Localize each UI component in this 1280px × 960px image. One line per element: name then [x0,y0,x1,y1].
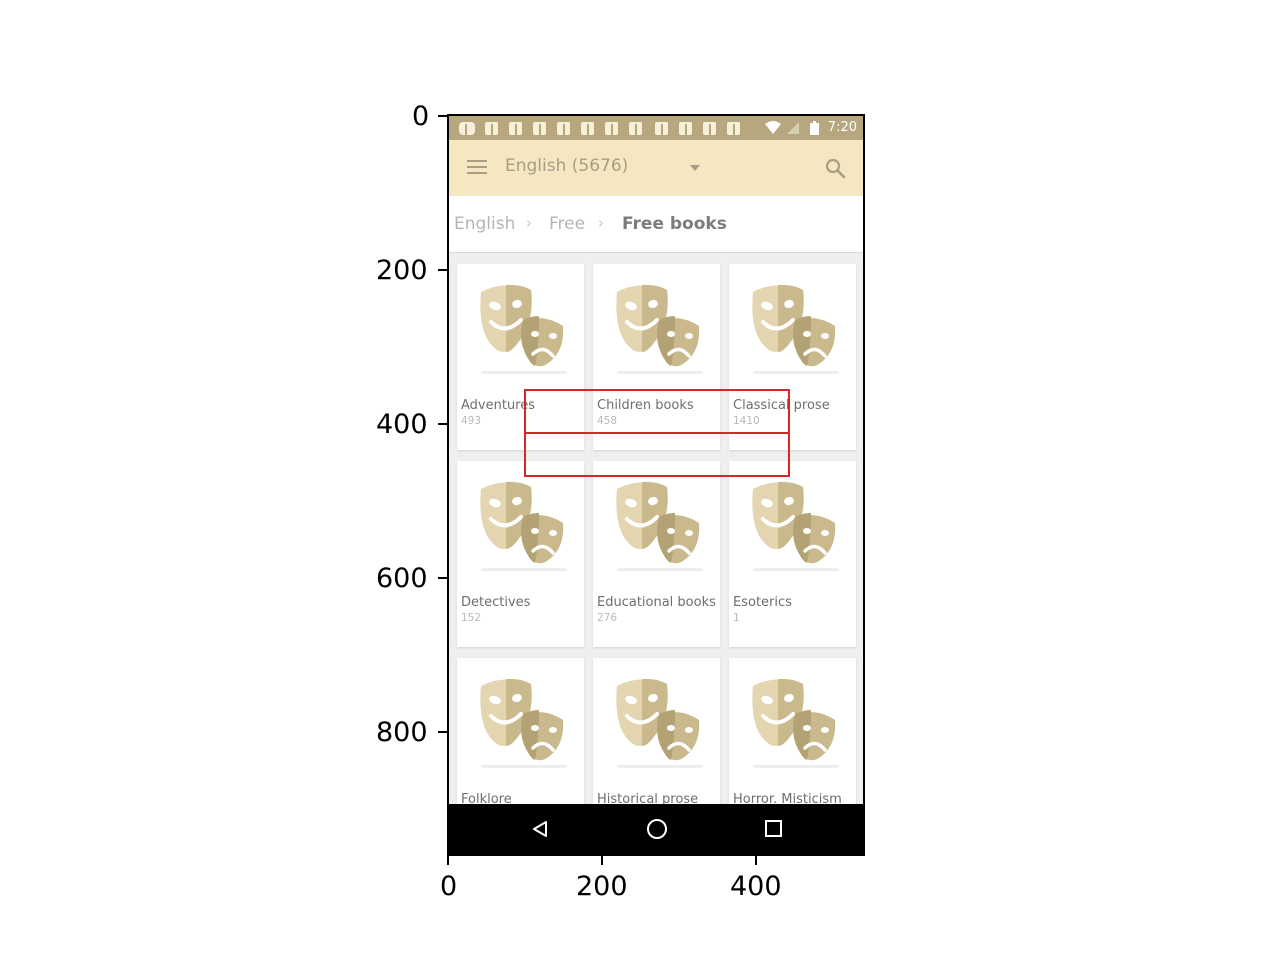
category-count: 1 [733,612,740,624]
category-card[interactable]: Children books 458 [593,264,720,450]
breadcrumb-free-books: Free books [622,214,727,234]
category-count: 1410 [733,415,760,427]
category-title: Educational books [597,595,716,610]
y-tick-label: 200 [376,255,428,286]
category-title: Historical prose [597,792,699,807]
message-icon [459,122,475,135]
category-count: 152 [461,612,482,624]
category-title: Folklore [461,792,512,807]
category-title: Detectives [461,595,531,610]
x-tick-label: 400 [730,871,782,902]
language-selector[interactable]: English (5676) [505,156,629,176]
phone-screen: 7:20 English (5676) English › Free › Fre… [447,114,865,856]
facebook-notification-icon [629,122,642,135]
card-divider [617,765,703,768]
theater-masks-icon [478,676,566,763]
breadcrumb-english[interactable]: English [454,214,516,234]
category-count: 458 [597,415,618,427]
category-title: Children books [597,398,694,413]
category-count: 276 [597,612,618,624]
card-divider [617,371,703,374]
theater-masks-icon [478,479,566,566]
breadcrumb: English › Free › Free books [449,196,863,253]
home-icon[interactable] [647,819,667,839]
facebook-notification-icon [727,122,740,135]
x-tick-label: 0 [440,871,458,902]
facebook-notification-icon [557,122,570,135]
category-card[interactable]: Educational books 276 [593,461,720,647]
card-divider [481,568,567,571]
card-divider [753,765,839,768]
breadcrumb-free[interactable]: Free [549,214,586,234]
y-tick-200 [438,269,448,271]
theater-masks-icon [478,282,566,369]
theater-masks-icon [614,282,702,369]
wifi-icon [765,121,781,134]
facebook-notification-icon [679,122,692,135]
chevron-right-icon: › [526,214,532,232]
facebook-notification-icon [509,122,522,135]
dropdown-arrow-icon[interactable] [690,165,700,171]
status-time: 7:20 [827,120,857,135]
theater-masks-icon [614,479,702,566]
facebook-notification-icon [703,122,716,135]
y-tick-600 [438,577,448,579]
x-tick-400 [755,855,757,865]
facebook-notification-icon [485,122,498,135]
facebook-notification-icon [581,122,594,135]
category-card[interactable]: Classical prose 1410 [729,264,856,450]
theater-masks-icon [750,479,838,566]
theater-masks-icon [614,676,702,763]
y-tick-400 [438,423,448,425]
category-title: Horror. Misticism [733,792,842,807]
battery-icon [810,121,819,135]
card-divider [481,765,567,768]
facebook-notification-icon [605,122,618,135]
navigation-bar [449,804,863,854]
facebook-notification-icon [533,122,546,135]
search-icon[interactable] [823,156,847,180]
x-tick-label: 200 [576,871,628,902]
facebook-notification-icon [655,122,668,135]
back-icon[interactable] [531,820,549,838]
category-count: 493 [461,415,482,427]
card-divider [753,371,839,374]
category-title: Classical prose [733,398,830,413]
highlight-box-top [524,389,790,434]
theater-masks-icon [750,282,838,369]
x-tick-200 [601,855,603,865]
theater-masks-icon [750,676,838,763]
category-grid: Adventures 493 Children books 458 Classi… [449,252,863,844]
chevron-right-icon: › [598,214,604,232]
card-divider [617,568,703,571]
category-card[interactable]: Detectives 152 [457,461,584,647]
x-tick-0 [447,855,449,865]
y-tick-label: 400 [376,409,428,440]
y-tick-label: 600 [376,563,428,594]
status-bar: 7:20 [449,116,863,140]
card-divider [481,371,567,374]
category-title: Adventures [461,398,536,413]
y-tick-0 [438,115,448,117]
app-bar: English (5676) [449,140,863,196]
y-tick-label: 0 [412,101,430,132]
y-tick-label: 800 [376,717,428,748]
highlight-box-bottom [524,432,790,477]
card-divider [753,568,839,571]
y-tick-800 [438,731,448,733]
signal-icon [787,122,799,134]
category-card[interactable]: Esoterics 1 [729,461,856,647]
category-title: Esoterics [733,595,792,610]
hamburger-menu-icon[interactable] [467,160,487,176]
recent-apps-icon[interactable] [765,820,782,837]
category-card[interactable]: Adventures 493 [457,264,584,450]
